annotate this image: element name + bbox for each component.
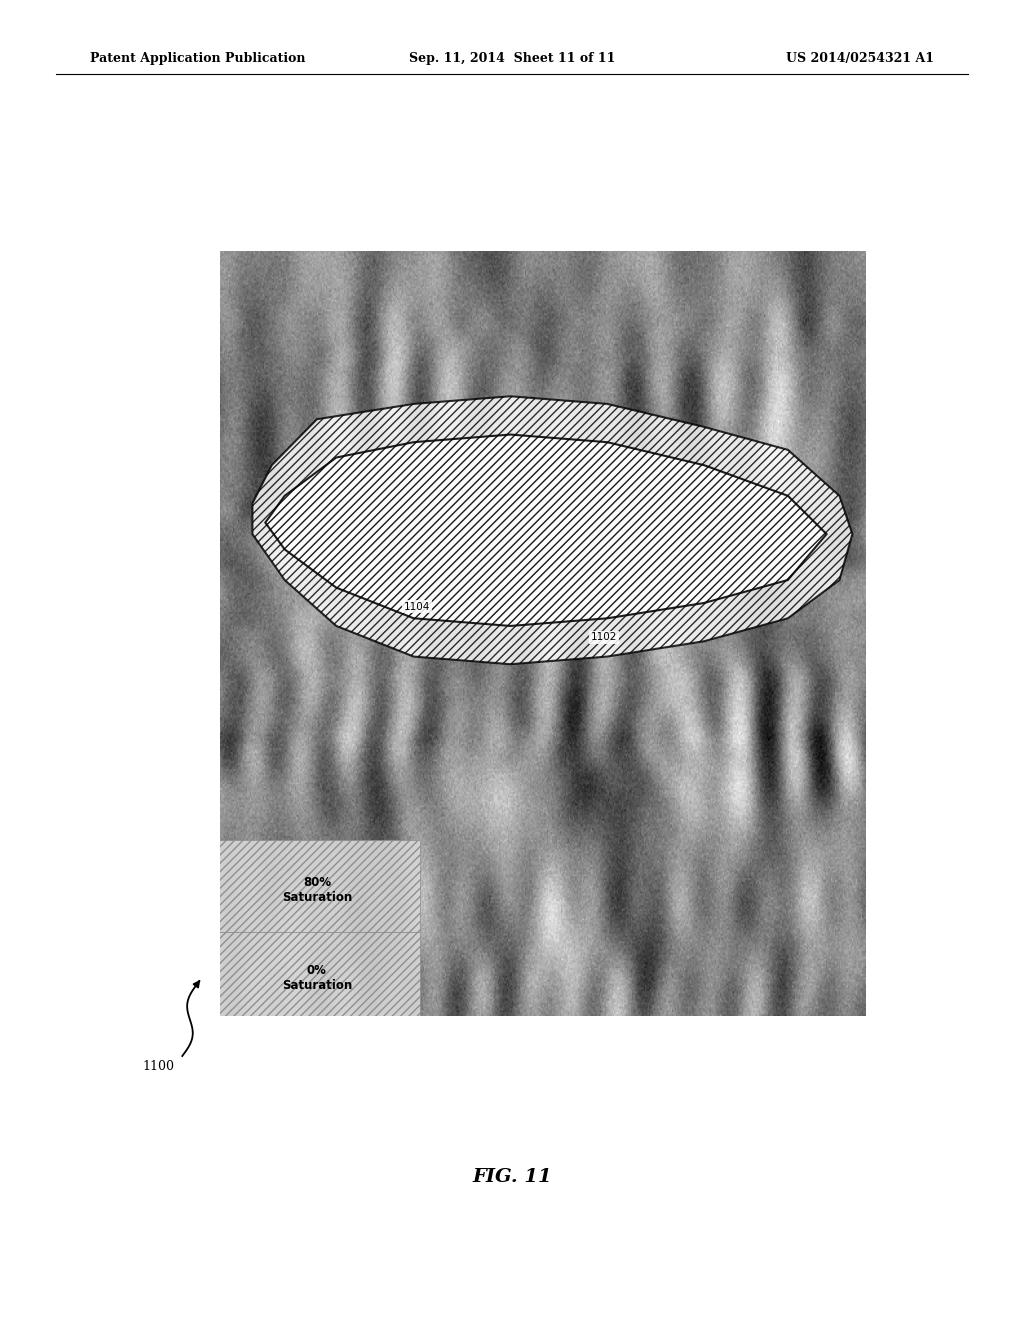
Polygon shape bbox=[214, 841, 420, 932]
Text: 1102: 1102 bbox=[591, 632, 617, 643]
Text: FIG. 11: FIG. 11 bbox=[472, 1168, 552, 1187]
Text: 0%
Saturation: 0% Saturation bbox=[282, 964, 352, 993]
Polygon shape bbox=[265, 434, 826, 626]
Text: Patent Application Publication: Patent Application Publication bbox=[90, 51, 305, 65]
Polygon shape bbox=[252, 396, 852, 664]
Text: 80%
Saturation: 80% Saturation bbox=[282, 876, 352, 904]
Polygon shape bbox=[214, 932, 420, 1024]
Text: US 2014/0254321 A1: US 2014/0254321 A1 bbox=[785, 51, 934, 65]
Text: 1104: 1104 bbox=[403, 602, 430, 611]
Text: 1100: 1100 bbox=[142, 1060, 175, 1073]
Text: Sep. 11, 2014  Sheet 11 of 11: Sep. 11, 2014 Sheet 11 of 11 bbox=[409, 51, 615, 65]
